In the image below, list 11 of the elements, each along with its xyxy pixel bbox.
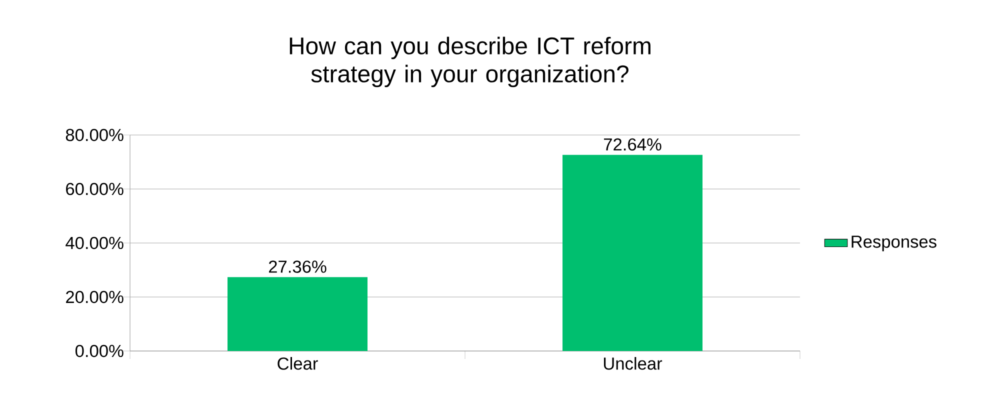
x-tick-label: Clear (278, 357, 318, 370)
y-tick-label: 0.00% (75, 344, 124, 358)
y-tick-label: 40.00% (66, 236, 124, 250)
y-tick-label: 20.00% (66, 290, 124, 304)
chart-title: How can you describe ICT reform strategy in your organization? (290, 36, 650, 88)
data-label: 72.64% (604, 138, 662, 151)
y-tick-label: 80.00% (66, 128, 124, 142)
x-tick-label: Unclear (604, 357, 662, 370)
y-tick-label: 60.00% (66, 182, 124, 196)
data-label: 27.36% (269, 260, 326, 273)
legend-label: Responses (852, 236, 936, 252)
